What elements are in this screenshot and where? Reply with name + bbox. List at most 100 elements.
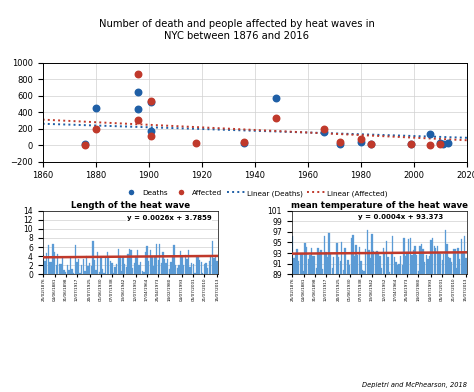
Point [82,141,89,147]
Bar [138,265,140,274]
Bar [379,256,381,274]
Bar [461,239,462,274]
Bar [391,254,392,274]
Bar [207,268,208,274]
Bar [351,238,352,274]
Point [92,105,100,111]
Bar [392,236,393,274]
Bar [457,248,459,274]
Bar [196,257,197,274]
Bar [78,259,79,274]
Point [437,141,444,147]
Bar [146,246,148,274]
Bar [408,239,410,274]
Bar [143,272,145,274]
Point [147,99,155,105]
Bar [72,269,73,274]
Point [147,128,155,134]
Bar [406,252,408,274]
Bar [150,250,151,274]
Bar [435,248,437,274]
Bar [55,265,57,274]
Bar [333,257,335,274]
Point [134,71,142,77]
Bar [145,252,146,274]
Bar [327,257,328,274]
Bar [376,250,377,274]
Bar [386,241,387,274]
Bar [381,268,383,274]
Bar [438,253,440,274]
Bar [191,263,192,274]
Bar [453,249,454,274]
Bar [432,238,433,274]
Title: Length of the heat wave: Length of the heat wave [71,201,190,210]
Bar [465,258,467,274]
Bar [116,265,118,274]
Bar [368,250,370,274]
Point [357,136,365,142]
Bar [115,267,116,274]
Bar [418,271,419,274]
Bar [190,267,191,274]
Bar [378,254,379,274]
Point [368,141,375,147]
Bar [167,259,168,274]
Point [426,142,434,148]
Bar [370,258,371,274]
Bar [111,263,113,274]
Bar [210,256,211,274]
Bar [97,252,98,274]
Point [408,141,415,147]
Bar [297,249,298,274]
Bar [130,250,132,274]
Bar [328,232,330,274]
Bar [180,250,181,274]
Bar [140,262,141,274]
Bar [118,249,119,274]
Point [426,131,434,137]
Bar [347,260,349,274]
Bar [184,255,186,274]
Bar [202,273,203,274]
Bar [427,259,428,274]
Bar [403,238,405,274]
Bar [164,259,165,274]
Bar [215,257,216,274]
Bar [414,246,416,274]
Bar [349,265,350,274]
Bar [360,261,362,274]
Bar [64,270,65,274]
Bar [312,256,314,274]
Bar [151,256,153,274]
Bar [109,261,111,274]
Bar [51,262,52,274]
Bar [374,252,376,274]
Bar [295,253,296,274]
Bar [121,271,122,274]
Bar [169,269,170,274]
Bar [366,230,368,274]
Bar [405,256,406,274]
Bar [84,271,86,274]
Bar [456,268,457,274]
Bar [197,257,199,274]
Bar [177,268,178,274]
Legend: Deaths, Affected, Linear (Deaths), Linear (Affected): Deaths, Affected, Linear (Deaths), Linea… [119,187,391,200]
Bar [311,248,312,274]
Point [82,142,89,148]
Point [272,115,280,121]
Bar [182,256,183,274]
Bar [94,260,95,274]
Bar [387,257,389,274]
Bar [400,256,401,274]
Bar [430,240,432,274]
Bar [462,252,464,274]
Bar [49,262,51,274]
Bar [156,244,157,274]
Bar [401,265,403,274]
Point [147,132,155,139]
Bar [429,256,430,274]
Bar [359,247,360,274]
Bar [73,273,74,274]
